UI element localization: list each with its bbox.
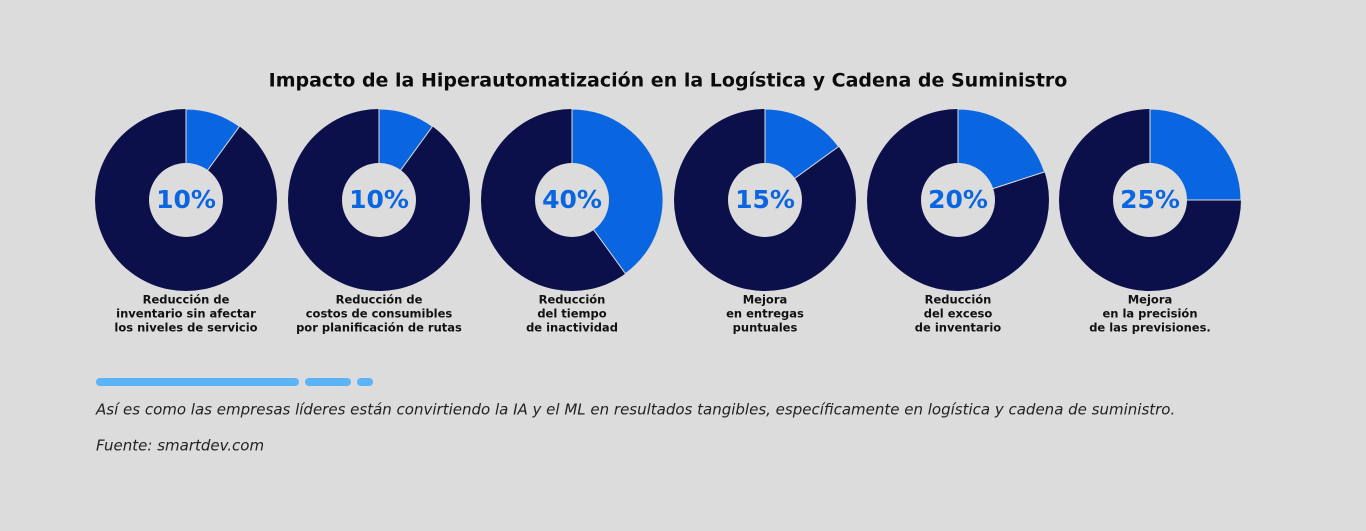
caption: en entregas — [726, 307, 804, 321]
caption: inventario sin afectar — [116, 307, 256, 321]
caption: Mejora — [743, 293, 788, 307]
caption: del exceso — [924, 307, 993, 321]
donut-hole — [728, 163, 802, 237]
donut-hole — [149, 163, 223, 237]
caption: Mejora — [1128, 293, 1173, 307]
value-label: 10% — [156, 185, 216, 214]
caption: Reducción de — [143, 293, 230, 307]
caption: costos de consumibles — [306, 307, 453, 321]
caption: Reducción — [539, 293, 606, 307]
note: Así es como las empresas líderes están c… — [95, 401, 1175, 419]
donut-hole — [921, 163, 995, 237]
donut-hole — [535, 163, 609, 237]
donut-hole — [1113, 163, 1187, 237]
value-label: 40% — [542, 185, 602, 214]
caption: Reducción de — [336, 293, 423, 307]
value-label: 10% — [349, 185, 409, 214]
donut-segment — [571, 108, 664, 275]
caption: de las previsiones. — [1089, 321, 1211, 335]
caption: de inventario — [915, 321, 1002, 335]
value-label: 20% — [928, 185, 988, 214]
title: Impacto de la Hiperautomatización en la … — [269, 70, 1068, 92]
decor-bar — [305, 378, 351, 386]
donut-hole — [342, 163, 416, 237]
caption: de inactividad — [526, 321, 618, 335]
caption: del tiempo — [537, 307, 606, 321]
caption: los niveles de servicio — [114, 321, 257, 335]
value-label: 15% — [735, 185, 795, 214]
caption: en la precisión — [1102, 307, 1197, 321]
caption: por planificación de rutas — [296, 321, 462, 335]
source: Fuente: smartdev.com — [96, 437, 264, 455]
value-label: 25% — [1120, 185, 1180, 214]
caption: puntuales — [733, 321, 798, 335]
decor-bar — [96, 378, 299, 386]
caption: Reducción — [925, 293, 992, 307]
decor-bar — [357, 378, 373, 386]
